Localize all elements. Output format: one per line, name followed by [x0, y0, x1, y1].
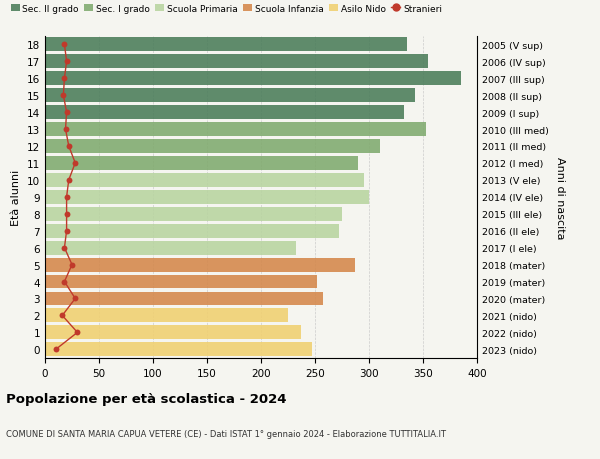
Bar	[45, 241, 296, 255]
Bar	[45, 275, 317, 289]
Y-axis label: Anni di nascita: Anni di nascita	[556, 156, 565, 239]
Bar	[45, 123, 426, 137]
Point	[64, 177, 74, 184]
Bar	[45, 309, 288, 323]
Point	[67, 261, 77, 269]
Point	[51, 346, 61, 353]
Point	[59, 75, 69, 83]
Point	[62, 228, 71, 235]
Legend: Sec. II grado, Sec. I grado, Scuola Primaria, Scuola Infanzia, Asilo Nido, Stran: Sec. II grado, Sec. I grado, Scuola Prim…	[11, 5, 442, 13]
Point	[62, 58, 71, 66]
Bar	[45, 72, 461, 86]
Point	[70, 160, 80, 167]
Point	[64, 143, 74, 150]
Point	[62, 109, 71, 117]
Bar	[45, 106, 404, 120]
Bar	[45, 140, 380, 154]
Bar	[45, 55, 428, 69]
Bar	[45, 207, 342, 221]
Bar	[45, 157, 358, 170]
Y-axis label: Età alunni: Età alunni	[11, 169, 22, 225]
Point	[62, 194, 71, 201]
Point	[73, 329, 82, 336]
Bar	[45, 342, 312, 357]
Point	[59, 278, 69, 285]
Bar	[45, 190, 369, 204]
Point	[61, 126, 70, 134]
Bar	[45, 224, 339, 238]
Point	[59, 92, 68, 100]
Text: COMUNE DI SANTA MARIA CAPUA VETERE (CE) - Dati ISTAT 1° gennaio 2024 - Elaborazi: COMUNE DI SANTA MARIA CAPUA VETERE (CE) …	[6, 429, 446, 438]
Point	[62, 211, 71, 218]
Bar	[45, 38, 407, 52]
Point	[59, 41, 69, 49]
Point	[70, 295, 80, 302]
Bar	[45, 292, 323, 306]
Bar	[45, 174, 364, 187]
Bar	[45, 326, 301, 340]
Point	[59, 245, 69, 252]
Bar	[45, 258, 355, 272]
Text: Popolazione per età scolastica - 2024: Popolazione per età scolastica - 2024	[6, 392, 287, 405]
Bar	[45, 89, 415, 103]
Point	[58, 312, 67, 319]
